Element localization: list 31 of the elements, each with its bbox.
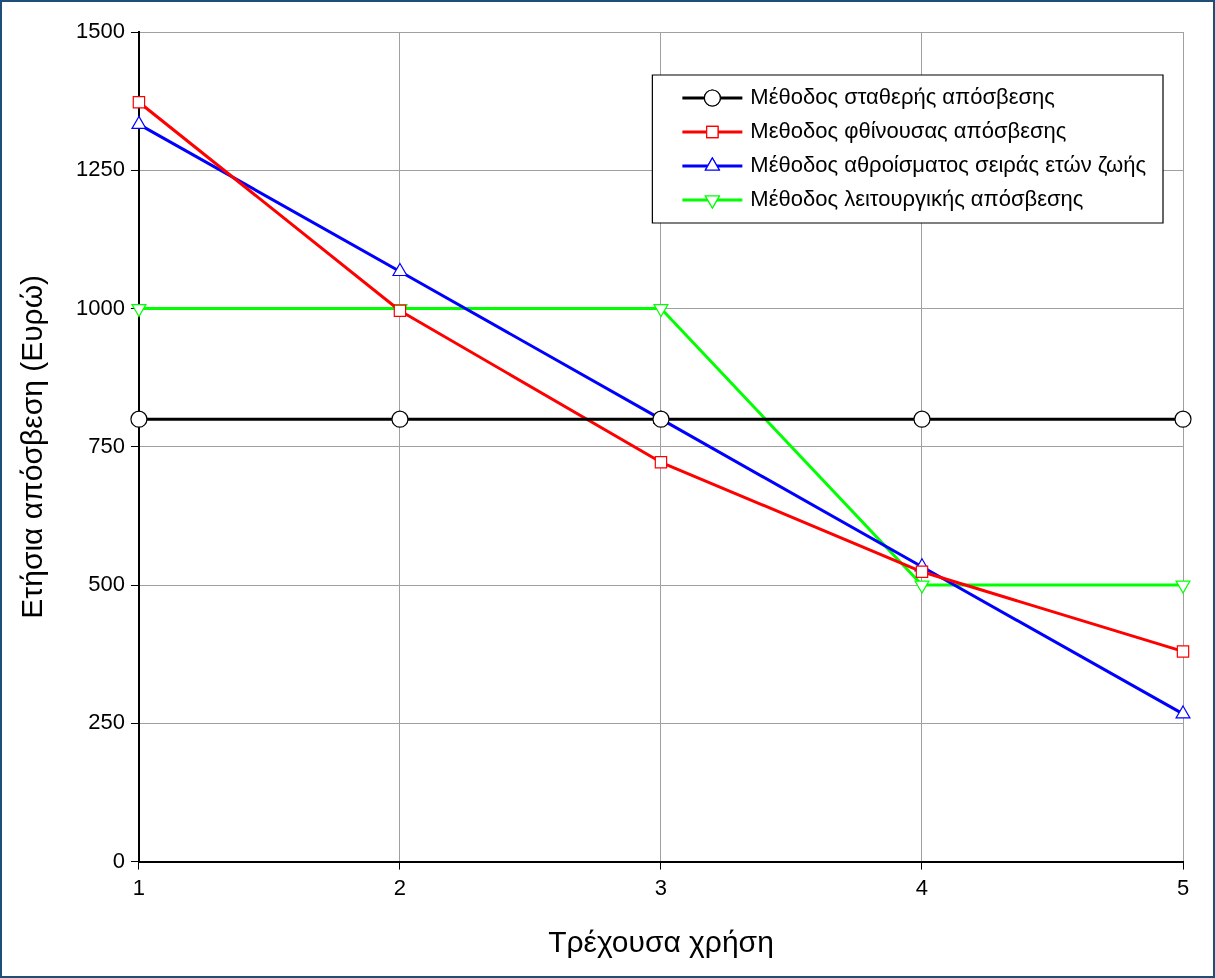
point: [1176, 645, 1190, 658]
point: [130, 410, 148, 428]
y-tick-label: 1500: [75, 18, 125, 44]
x-axis-title: Τρέχουσα χρήση: [548, 925, 774, 959]
point: [654, 456, 668, 469]
point: [1174, 410, 1192, 428]
point: [1175, 580, 1191, 594]
point: [913, 410, 931, 428]
x-tick-label: 1: [132, 874, 146, 900]
point: [131, 115, 147, 129]
y-tick-label: 1250: [75, 156, 125, 182]
legend-label: Μεθοδος φθίνουσας απόσβεσης: [750, 118, 1067, 144]
y-axis-title: Ετήσια απόσβεση (Ευρώ): [15, 274, 49, 619]
y-tick-label: 0: [112, 847, 125, 873]
point: [391, 410, 409, 428]
point: [132, 95, 146, 109]
x-tick-label: 3: [654, 874, 668, 900]
legend-label: Μέθοδος σταθερής απόσβεσης: [750, 84, 1055, 110]
y-tick-label: 1000: [75, 294, 125, 320]
y-tick-label: 750: [88, 432, 125, 458]
point: [914, 580, 930, 594]
point: [392, 262, 408, 277]
legend-label: Μέθοδος αθροίσματος σειράς ετών ζωής: [750, 152, 1147, 178]
x-tick-label: 2: [393, 874, 407, 900]
y-tick-label: 250: [88, 709, 125, 735]
x-tick-label: 4: [915, 874, 929, 900]
point: [915, 565, 929, 579]
legend-label: Μέθοδος λειτουργικής απόσβεσης: [750, 186, 1084, 212]
x-tick-label: 5: [1176, 874, 1190, 900]
y-tick-label: 500: [88, 571, 125, 597]
point: [652, 410, 670, 428]
